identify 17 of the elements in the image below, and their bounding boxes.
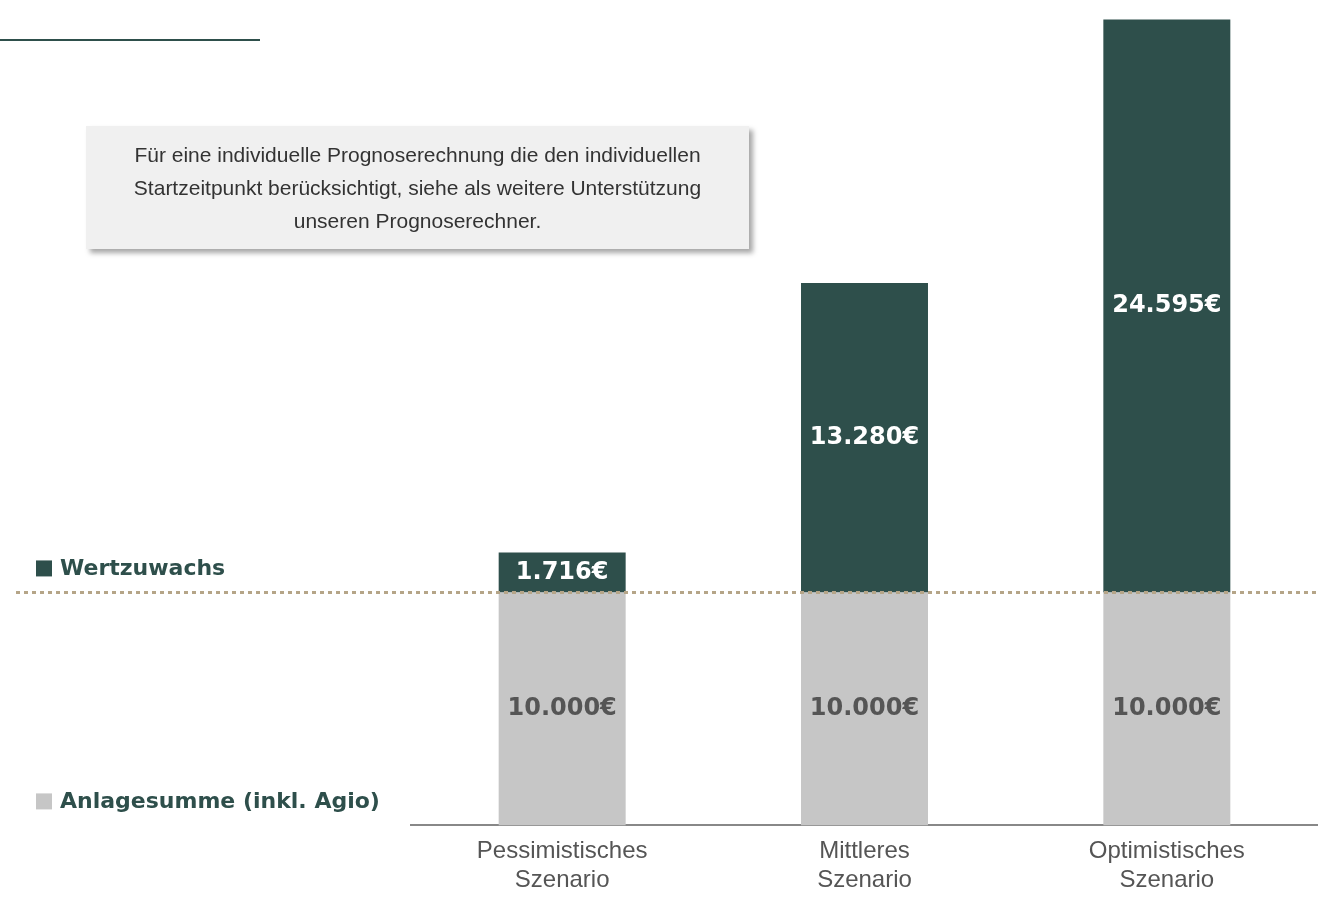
x-tick-label: Optimistisches Szenario: [1088, 836, 1245, 893]
data-label: 10.000€: [507, 693, 617, 722]
legend-label: Wertzuwachs: [60, 555, 226, 581]
data-label: 10.000€: [1112, 693, 1222, 722]
x-tick-label: Mittleres Szenario: [817, 836, 912, 893]
data-label: 1.716€: [515, 556, 609, 585]
data-label: 10.000€: [809, 693, 920, 722]
bar: [1103, 592, 1231, 826]
bar: [801, 592, 928, 826]
x-tick-label: Pessimistisches Szenario: [476, 836, 648, 893]
data-label: 24.595€: [1112, 290, 1222, 319]
bar: [498, 592, 626, 826]
data-label: 13.280€: [809, 421, 920, 450]
legend-label: Anlagesumme (inkl. Agio): [60, 788, 380, 814]
bar: [801, 283, 928, 593]
note-card: Für eine individuelle Prognoserechnung die den individuellen Startzeitpunkt berücksichtigt, siehe als weitere Unterstützung unseren Prognoserechner.: [86, 126, 749, 249]
bar: [1103, 19, 1231, 593]
